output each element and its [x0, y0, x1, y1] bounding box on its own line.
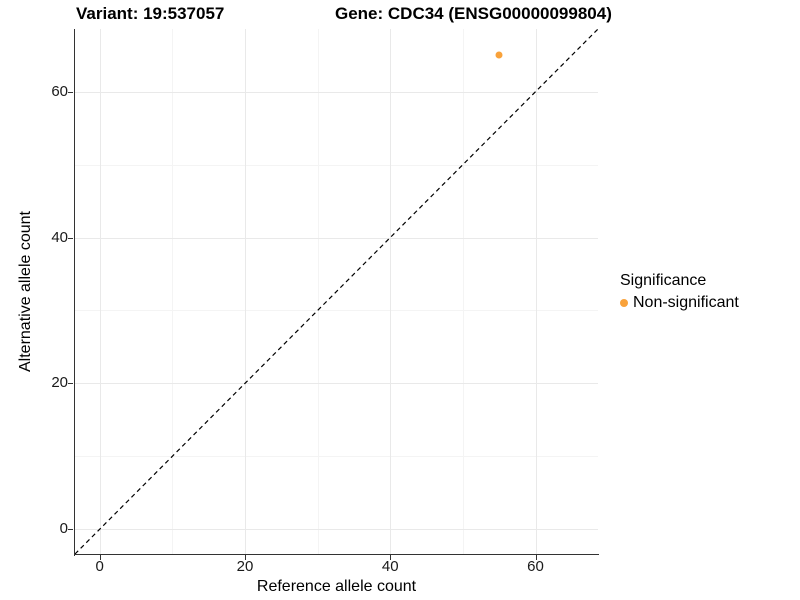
x-tick-mark	[390, 555, 392, 560]
y-major-gridline	[75, 529, 598, 531]
y-axis-title: Alternative allele count	[17, 211, 34, 372]
x-minor-gridline	[172, 29, 174, 554]
x-tick-label: 20	[236, 558, 254, 575]
y-minor-gridline	[75, 310, 598, 312]
x-tick-mark	[244, 555, 246, 560]
x-axis-line	[73, 553, 599, 555]
x-major-gridline	[244, 29, 246, 554]
x-major-gridline	[535, 29, 537, 554]
x-axis-title: Reference allele count	[256, 578, 417, 595]
legend-title: Significance	[620, 272, 707, 289]
x-tick-label: 40	[381, 558, 399, 575]
y-tick-label: 20	[51, 374, 68, 392]
identity-line-layer	[74, 28, 599, 555]
y-tick-mark	[68, 383, 73, 385]
y-tick-label: 40	[51, 228, 68, 246]
y-tick-label: 60	[51, 82, 68, 100]
y-major-gridline	[75, 237, 598, 239]
x-tick-mark	[99, 555, 101, 560]
y-minor-gridline	[75, 456, 598, 458]
x-tick-mark	[535, 555, 537, 560]
y-axis-line	[73, 29, 75, 556]
legend: Significance Non-significant	[620, 271, 739, 312]
x-tick-label: 60	[527, 558, 544, 575]
y-tick-label: 0	[59, 520, 68, 538]
identity-line	[74, 28, 599, 555]
gene-title: Gene: CDC34 (ENSG00000099804)	[335, 4, 612, 23]
y-minor-gridline	[75, 164, 598, 166]
y-tick-mark	[68, 237, 73, 239]
plot-panel	[74, 28, 599, 555]
legend-swatch-icon	[620, 298, 628, 307]
y-major-gridline	[75, 91, 598, 93]
x-minor-gridline	[462, 29, 464, 554]
legend-item-label: Non-significant	[633, 294, 739, 311]
x-major-gridline	[390, 29, 392, 554]
legend-item-non-significant: Non-significant	[620, 293, 739, 312]
y-tick-mark	[68, 91, 73, 93]
data-point	[495, 51, 503, 59]
variant-title: Variant: 19:537057	[76, 4, 225, 23]
x-major-gridline	[99, 29, 101, 554]
y-major-gridline	[75, 383, 598, 385]
x-minor-gridline	[317, 29, 319, 554]
y-tick-mark	[68, 529, 73, 531]
x-tick-label: 0	[95, 558, 104, 575]
